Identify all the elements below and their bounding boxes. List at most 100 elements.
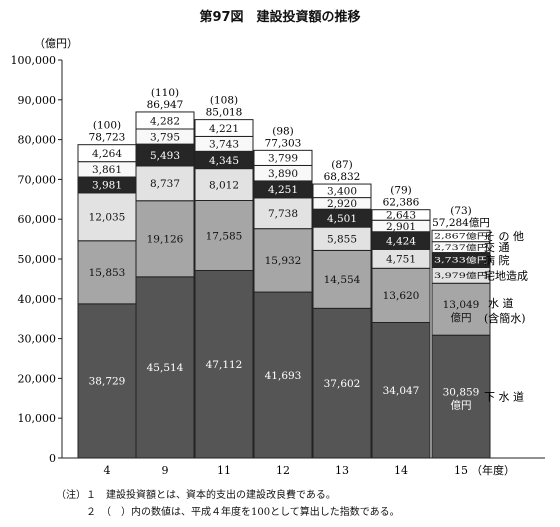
bar-segment xyxy=(312,307,372,459)
y-tick-label: 10,000 xyxy=(18,412,57,425)
data-label: 2,643 xyxy=(386,210,416,222)
data-label: 2,867億円 xyxy=(434,231,488,241)
total-label: 77,303 xyxy=(265,137,302,149)
data-label: 3,733億円 xyxy=(434,255,488,265)
y-tick-label: 100,000 xyxy=(11,54,57,67)
bar-segment xyxy=(135,276,195,459)
bar-segment xyxy=(253,149,313,166)
bar-segment xyxy=(135,200,195,278)
data-label: 4,221 xyxy=(209,123,239,135)
footnotes: （注）１ 建設投資額とは、資本的支出の建設改良費である。 ２ （ ）内の数値は、… xyxy=(56,487,400,521)
index-label: (87) xyxy=(331,159,353,171)
y-axis-unit: （億円） xyxy=(34,37,78,50)
y-tick-label: 80,000 xyxy=(18,134,57,147)
total-label: 57,284億円 xyxy=(432,216,490,229)
data-label: 13,049 xyxy=(443,299,480,311)
bar-segment xyxy=(194,200,254,271)
y-tick-label: 70,000 xyxy=(18,173,57,186)
data-label: 5,855 xyxy=(327,234,357,246)
total-label: 85,018 xyxy=(206,107,243,119)
data-label-unit: 億円 xyxy=(451,311,472,324)
legend-label: 水 道 xyxy=(488,296,514,310)
data-label: 3,400 xyxy=(327,186,357,198)
y-tick-label: 30,000 xyxy=(18,333,57,346)
x-axis-unit: （年度） xyxy=(471,463,515,477)
total-label: 68,832 xyxy=(324,171,361,183)
data-label: 3,795 xyxy=(150,131,180,143)
data-label: 4,345 xyxy=(209,155,239,167)
index-label: (73) xyxy=(450,205,472,217)
y-tick-label: 50,000 xyxy=(18,253,57,266)
x-tick-label: 13 xyxy=(335,464,349,477)
bar-segment xyxy=(431,334,491,459)
data-label: 5,493 xyxy=(150,150,180,162)
data-label: 4,501 xyxy=(327,213,357,225)
bar-segment xyxy=(253,228,313,293)
data-label: 38,729 xyxy=(89,376,126,388)
y-axis: 0 10,000 20,000 30,000 40,000 50,000 60,000 70,… xyxy=(11,37,79,465)
data-label: 4,751 xyxy=(386,254,416,266)
x-tick-label: 9 xyxy=(162,464,169,477)
legend-sublabel: (含簡水) xyxy=(484,311,526,325)
x-tick-label: 12 xyxy=(276,464,290,477)
data-label: 41,693 xyxy=(265,370,302,382)
bar-segment xyxy=(431,229,491,243)
index-label: (79) xyxy=(390,185,412,197)
y-tick-label: 90,000 xyxy=(18,94,57,107)
data-label: 8,737 xyxy=(150,178,180,190)
legend-label: 下 水 道 xyxy=(484,390,524,404)
x-tick-label: 4 xyxy=(104,464,111,477)
legend-label: 宅地造成 xyxy=(484,268,528,282)
data-label: 13,620 xyxy=(383,290,420,302)
index-label: (100) xyxy=(93,120,121,132)
data-label: 3,981 xyxy=(92,180,122,192)
data-label: 12,035 xyxy=(89,212,126,224)
data-label-unit: 億円 xyxy=(451,399,472,412)
data-label: 4,251 xyxy=(268,184,298,196)
bar-segment xyxy=(194,119,254,137)
total-label: 78,723 xyxy=(89,132,126,144)
data-label: 4,282 xyxy=(150,115,180,127)
bar-segment xyxy=(371,321,431,459)
bar-segment xyxy=(135,111,195,130)
y-tick-label: 20,000 xyxy=(18,372,57,385)
data-label: 2,901 xyxy=(386,221,416,233)
x-tick-label: 11 xyxy=(217,464,231,477)
legend-label: 病 院 xyxy=(484,253,510,267)
y-tick-label: 0 xyxy=(49,452,56,465)
data-label: 4,424 xyxy=(386,235,416,247)
data-label: 3,979億円 xyxy=(434,270,488,280)
data-label: 17,585 xyxy=(206,230,243,242)
y-tick-label: 40,000 xyxy=(18,293,57,306)
index-label: (98) xyxy=(272,125,294,137)
data-label: 2,920 xyxy=(327,198,357,210)
y-tick-label: 60,000 xyxy=(18,213,57,226)
chart-title: 第97図 建設投資額の推移 xyxy=(199,10,361,25)
footnote-2: ２ （ ）内の数値は、平成４年度を100として算出した指数である。 xyxy=(56,507,400,518)
data-label: 15,853 xyxy=(89,267,126,279)
data-label: 3,890 xyxy=(268,168,298,180)
data-label: 30,859 xyxy=(443,387,480,399)
bar-segment xyxy=(312,249,372,309)
x-tick-label: 14 xyxy=(394,464,408,477)
data-label: 47,112 xyxy=(206,359,243,371)
total-label: 62,386 xyxy=(383,197,420,209)
data-label: 3,799 xyxy=(268,153,298,165)
total-label: 86,947 xyxy=(147,99,184,111)
bar-segment xyxy=(371,209,431,221)
bar-segment xyxy=(312,183,372,199)
footnote-1: （注）１ 建設投資額とは、資本的支出の建設改良費である。 xyxy=(56,490,336,501)
x-tick-label: 15 xyxy=(454,464,468,477)
data-label: 3,743 xyxy=(209,139,239,151)
x-axis: 4 9 11 12 13 14 15 （年度） xyxy=(62,457,545,477)
index-label: (110) xyxy=(151,87,179,99)
data-label: 37,602 xyxy=(324,378,361,390)
legend-label: そ の 他 xyxy=(484,230,524,243)
data-label: 2,737億円 xyxy=(434,242,488,252)
data-label: 3,861 xyxy=(92,164,122,176)
bar-segment xyxy=(194,269,254,459)
bars: 38,72915,85312,0353,9813,8614,26478,723(… xyxy=(77,87,491,459)
index-label: (108) xyxy=(210,95,238,107)
